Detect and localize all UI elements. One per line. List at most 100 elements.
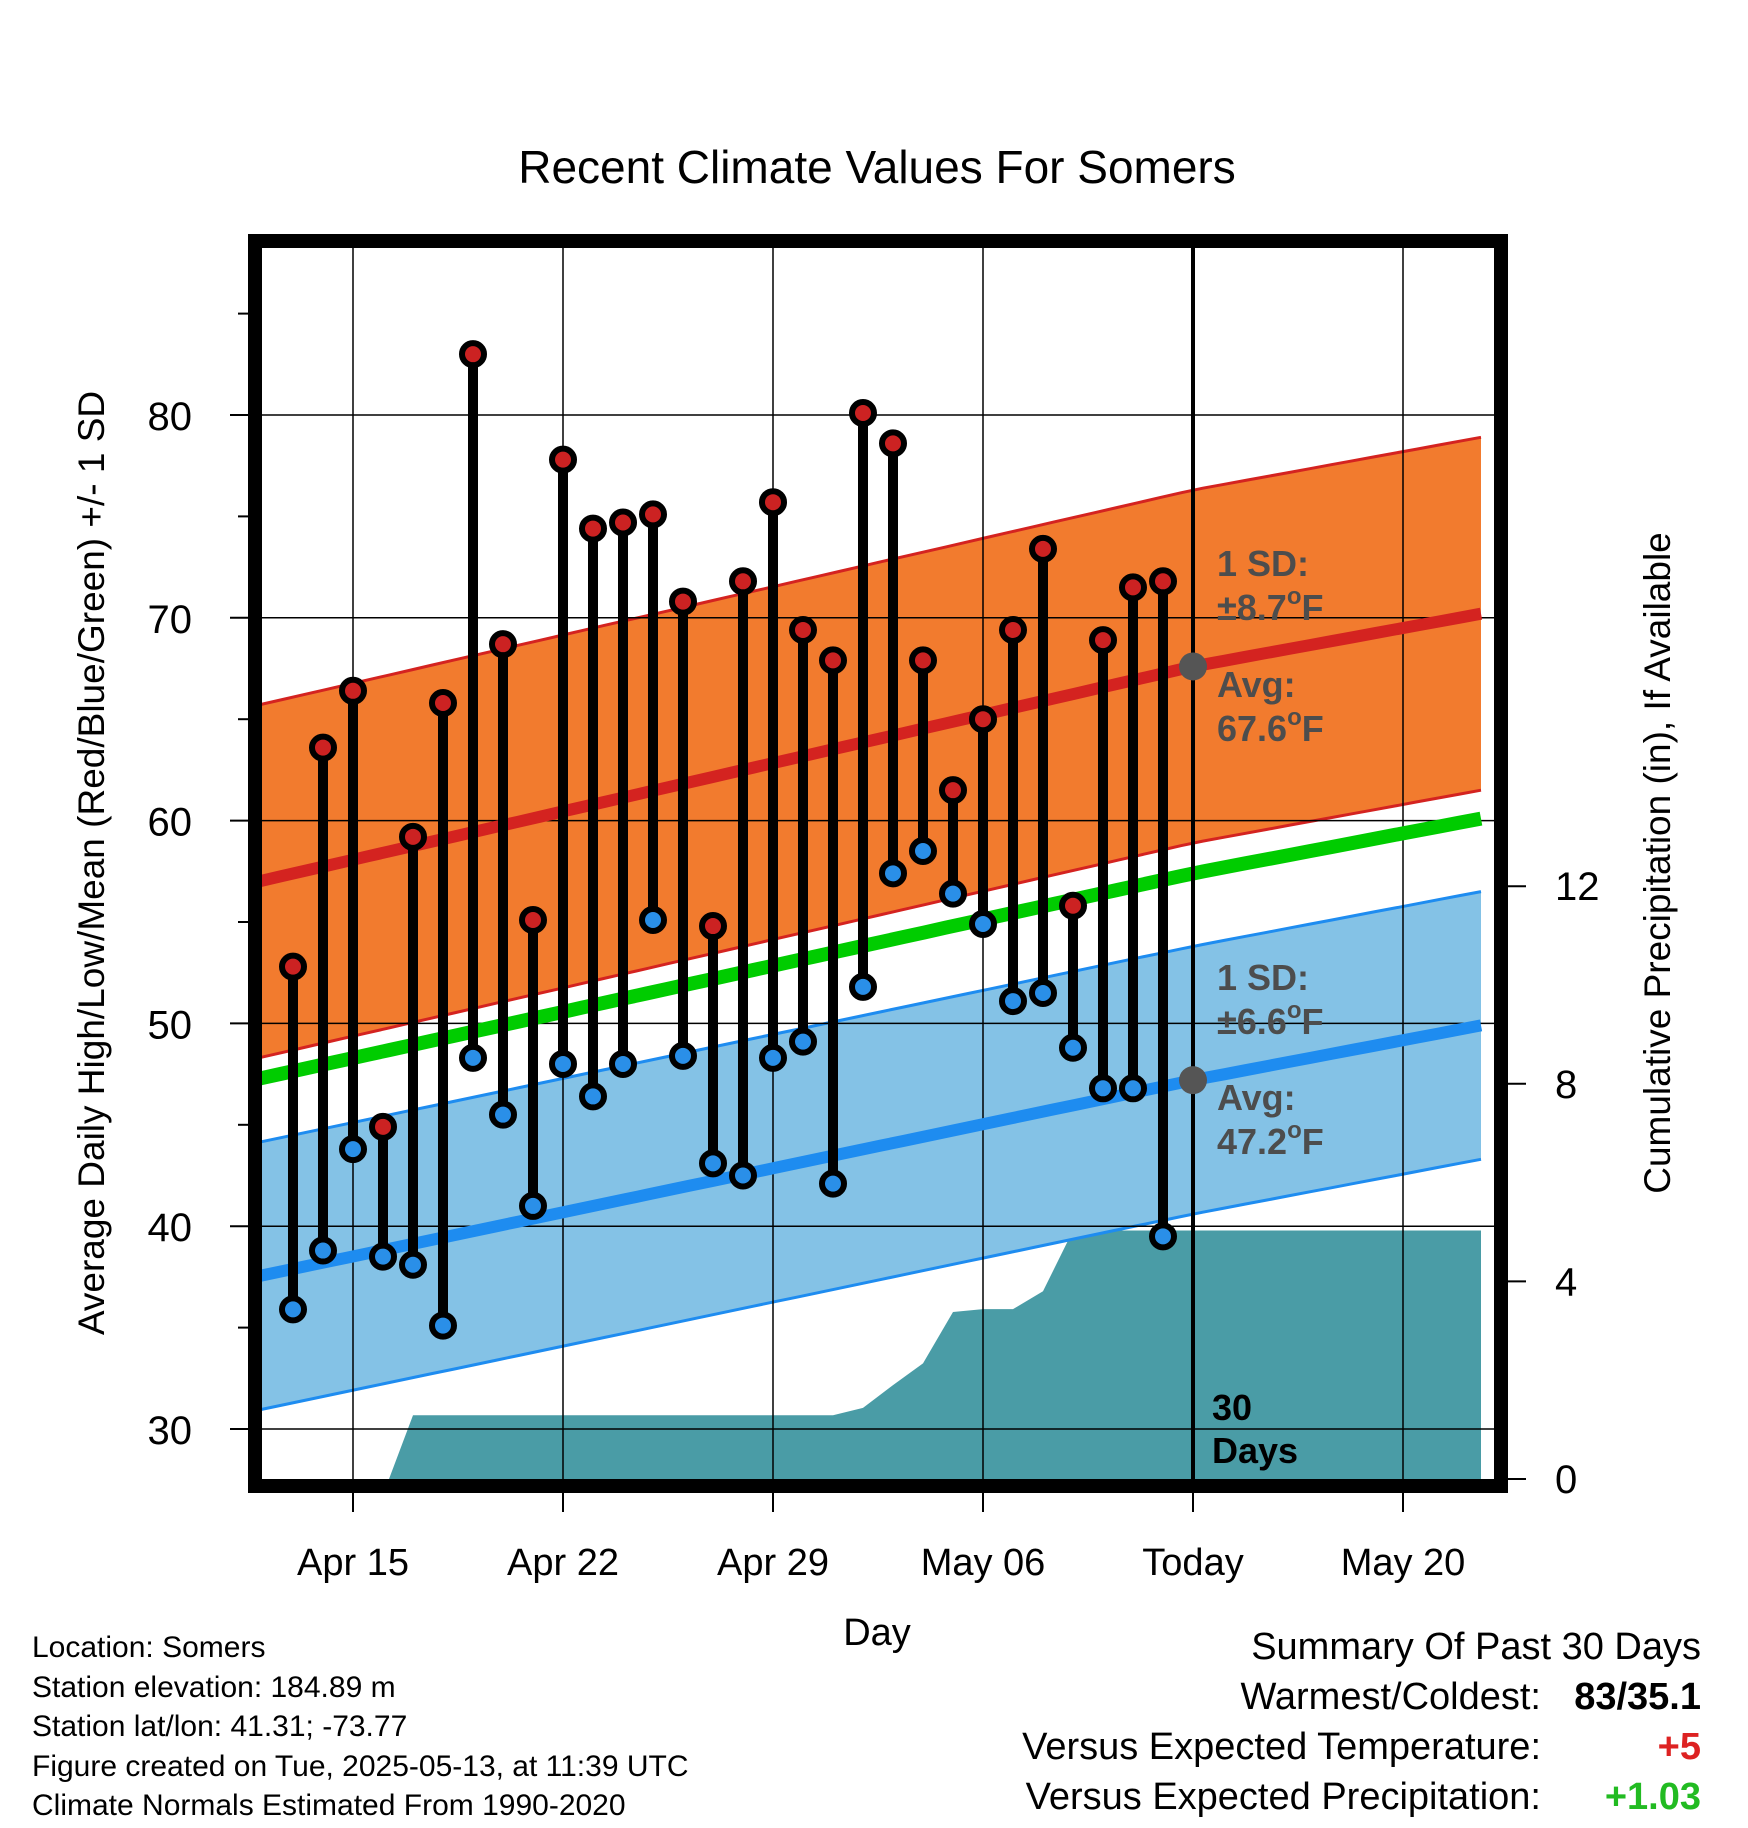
x-tick-label: Apr 15 bbox=[297, 1542, 409, 1584]
daily-bar bbox=[1119, 573, 1147, 1103]
daily-high-point bbox=[1149, 567, 1177, 596]
location-text: Location: Somers bbox=[32, 1631, 266, 1664]
degree-sign: o bbox=[1287, 704, 1302, 731]
daily-high-point bbox=[609, 508, 637, 537]
daily-bar bbox=[339, 676, 367, 1164]
high-annotation: 1 SD: ±8.7oF Avg: 67.6oF bbox=[1217, 543, 1324, 749]
daily-bar bbox=[429, 688, 457, 1340]
created-text: Figure created on Tue, 2025-05-13, at 11… bbox=[32, 1749, 689, 1783]
daily-bar bbox=[849, 398, 877, 1001]
daily-high-point bbox=[669, 587, 697, 616]
daily-bar bbox=[369, 1112, 397, 1271]
daily-bar bbox=[819, 646, 847, 1198]
precip-value: +1.03 bbox=[1604, 1776, 1701, 1818]
low-annotation: 1 SD: ±6.6oF Avg: 47.2oF bbox=[1217, 957, 1324, 1162]
daily-low-point bbox=[759, 1043, 787, 1072]
daily-low-point bbox=[429, 1311, 457, 1340]
daily-bar bbox=[759, 488, 787, 1072]
summary-title: Summary Of Past 30 Days bbox=[1251, 1626, 1701, 1668]
daily-bar bbox=[579, 514, 607, 1111]
daily-low-point bbox=[339, 1135, 367, 1164]
daily-bar bbox=[669, 587, 697, 1070]
low-avg-label: Avg: bbox=[1217, 1077, 1296, 1118]
days-word: Days bbox=[1212, 1430, 1298, 1471]
daily-high-point bbox=[939, 776, 967, 805]
x-axis-label: Day bbox=[843, 1612, 911, 1654]
daily-low-point bbox=[1059, 1033, 1087, 1062]
daily-high-point bbox=[519, 905, 547, 934]
latlon-text: Station lat/lon: 41.31; -73.77 bbox=[32, 1710, 408, 1743]
daily-bar bbox=[279, 952, 307, 1324]
x-tick-label: May 20 bbox=[1341, 1542, 1466, 1584]
daily-low-point bbox=[909, 837, 937, 866]
y-tick-label: 60 bbox=[148, 801, 193, 845]
high-avg-line: 67.6oF bbox=[1217, 704, 1324, 749]
daily-bar bbox=[639, 500, 667, 934]
today-high-avg-marker bbox=[1179, 652, 1207, 681]
x-tick-label: Today bbox=[1142, 1542, 1243, 1584]
y2-tick-label: 12 bbox=[1555, 865, 1600, 909]
daily-low-point bbox=[519, 1191, 547, 1220]
summary-precip-row: Versus Expected Precipitation: +1.03 bbox=[801, 1772, 1701, 1822]
high-band-upper-edge bbox=[262, 435, 1482, 706]
daily-bar bbox=[909, 646, 937, 866]
daily-high-point bbox=[639, 500, 667, 529]
daily-high-point bbox=[549, 445, 577, 474]
low-sd-label: 1 SD: bbox=[1217, 957, 1309, 998]
high-sd-line: ±8.7oF bbox=[1217, 583, 1323, 628]
high-sd-value: ±8.7 bbox=[1217, 587, 1287, 628]
low-band-lower-edge bbox=[262, 1157, 1482, 1411]
daily-low-point bbox=[459, 1043, 487, 1072]
low-sd-line: ±6.6oF bbox=[1217, 997, 1323, 1042]
daily-low-point bbox=[699, 1149, 727, 1178]
daily-high-point bbox=[729, 567, 757, 596]
daily-bar bbox=[609, 508, 637, 1078]
today-low-avg-marker bbox=[1179, 1066, 1207, 1095]
degree-sign: o bbox=[1287, 583, 1302, 610]
daily-low-point bbox=[309, 1236, 337, 1265]
daily-bar bbox=[999, 615, 1027, 1016]
plot-frame bbox=[248, 234, 1508, 1493]
daily-bar bbox=[399, 822, 427, 1279]
daily-high-point bbox=[969, 705, 997, 734]
y-tick-label: 70 bbox=[148, 598, 193, 642]
daily-low-point bbox=[279, 1295, 307, 1324]
daily-low-point bbox=[489, 1100, 517, 1129]
low-avg-line: 47.2oF bbox=[1217, 1117, 1324, 1162]
daily-bar bbox=[549, 445, 577, 1078]
low-sd-value: ±6.6 bbox=[1217, 1001, 1287, 1042]
daily-bar bbox=[1089, 626, 1117, 1103]
y-tick-label: 30 bbox=[148, 1409, 193, 1453]
daily-high-point bbox=[279, 952, 307, 981]
daily-high-point bbox=[369, 1112, 397, 1141]
normals-text: Climate Normals Estimated From 1990-2020 bbox=[32, 1789, 626, 1822]
daily-bar bbox=[969, 705, 997, 939]
daily-low-point bbox=[729, 1161, 757, 1190]
daily-bar bbox=[789, 615, 817, 1056]
daily-bar bbox=[309, 733, 337, 1265]
daily-high-point bbox=[579, 514, 607, 543]
daily-high-point bbox=[459, 340, 487, 369]
y2-tick-label: 8 bbox=[1555, 1063, 1577, 1107]
warmest-label: Warmest/Coldest: bbox=[1240, 1676, 1541, 1718]
daily-low-point bbox=[879, 859, 907, 888]
daily-low-point bbox=[999, 987, 1027, 1016]
daily-bar bbox=[489, 630, 517, 1129]
high-avg-value: 67.6 bbox=[1217, 708, 1287, 749]
high-avg-label: Avg: bbox=[1217, 664, 1296, 705]
summary-warmest-row: Warmest/Coldest: 83/35.1 bbox=[801, 1672, 1701, 1722]
chart-title: Recent Climate Values For Somers bbox=[518, 141, 1236, 193]
y-axis-label: Average Daily High/Low/Mean (Red/Blue/Gr… bbox=[71, 391, 112, 1335]
station-info: Location: Somers Station elevation: 184.… bbox=[32, 1628, 689, 1826]
precip-area bbox=[389, 1230, 1481, 1479]
y2-tick-label: 0 bbox=[1555, 1458, 1577, 1502]
daily-low-point bbox=[579, 1082, 607, 1111]
daily-high-point bbox=[849, 398, 877, 427]
days-number: 30 bbox=[1212, 1387, 1252, 1428]
elevation-text: Station elevation: 184.89 m bbox=[32, 1670, 396, 1704]
degree-sign: o bbox=[1287, 997, 1302, 1024]
y2-tick-label: 4 bbox=[1555, 1260, 1577, 1304]
daily-bar bbox=[1149, 567, 1177, 1251]
summary-temp-row: Versus Expected Temperature: +5 bbox=[801, 1722, 1701, 1772]
